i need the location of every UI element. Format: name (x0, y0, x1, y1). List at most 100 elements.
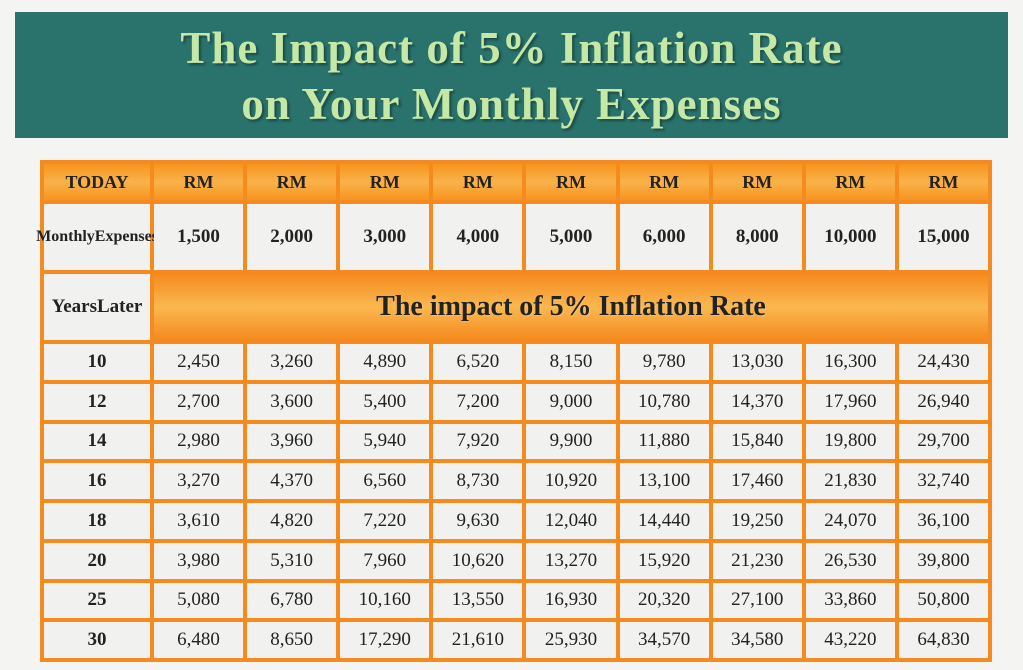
value-cell: 14,440 (619, 503, 709, 539)
currency-header: RM (340, 164, 430, 200)
value-cell: 16,300 (805, 344, 895, 380)
currency-header: RM (154, 164, 244, 200)
value-cell: 13,270 (526, 542, 616, 579)
value-cell: 2,980 (154, 423, 244, 460)
value-cell: 50,800 (898, 582, 988, 619)
value-cell: 10,780 (619, 383, 709, 420)
value-cell: 13,030 (712, 344, 802, 380)
monthly-expense-value: 2,000 (247, 204, 337, 270)
currency-header: RM (898, 164, 988, 200)
value-cell: 36,100 (898, 503, 988, 539)
value-cell: 17,460 (712, 463, 802, 499)
value-cell: 9,000 (526, 383, 616, 420)
years-cell: 25 (44, 582, 150, 619)
value-cell: 17,960 (805, 383, 895, 420)
value-cell: 3,980 (154, 542, 244, 579)
years-cell: 12 (44, 383, 150, 420)
value-cell: 8,650 (247, 622, 337, 658)
value-cell: 8,730 (433, 463, 523, 499)
monthly-expenses-label: Monthly Expenses (36, 204, 158, 270)
monthly-expense-value: 6,000 (619, 204, 709, 270)
value-cell: 3,960 (247, 423, 337, 460)
value-cell: 24,430 (898, 344, 988, 380)
monthly-expense-value: 10,000 (805, 204, 895, 270)
value-cell: 4,890 (340, 344, 430, 380)
value-cell: 2,450 (154, 344, 244, 380)
value-cell: 34,580 (712, 622, 802, 658)
years-cell: 30 (44, 622, 150, 658)
value-cell: 9,780 (619, 344, 709, 380)
monthly-expense-value: 3,000 (340, 204, 430, 270)
inflation-table: TODAY RM RM RM RM RM RM RM RM RM Monthly Expenses 1,… (36, 160, 992, 662)
value-cell: 5,400 (340, 383, 430, 420)
value-cell: 43,220 (805, 622, 895, 658)
value-cell: 7,960 (340, 542, 430, 579)
years-cell: 16 (44, 463, 150, 499)
value-cell: 26,940 (898, 383, 988, 420)
value-cell: 11,880 (619, 423, 709, 460)
currency-header: RM (712, 164, 802, 200)
currency-header: RM (526, 164, 616, 200)
value-cell: 14,370 (712, 383, 802, 420)
value-cell: 24,070 (805, 503, 895, 539)
label-line: Monthly (36, 228, 95, 245)
value-cell: 3,270 (154, 463, 244, 499)
value-cell: 7,920 (433, 423, 523, 460)
value-cell: 21,230 (712, 542, 802, 579)
value-cell: 5,940 (340, 423, 430, 460)
value-cell: 21,830 (805, 463, 895, 499)
value-cell: 4,370 (247, 463, 337, 499)
value-cell: 19,250 (712, 503, 802, 539)
value-cell: 29,700 (898, 423, 988, 460)
years-cell: 18 (44, 503, 150, 539)
value-cell: 3,260 (247, 344, 337, 380)
impact-band: The impact of 5% Inflation Rate (154, 274, 988, 340)
value-cell: 27,100 (712, 582, 802, 619)
monthly-expense-value: 8,000 (712, 204, 802, 270)
value-cell: 34,570 (619, 622, 709, 658)
value-cell: 12,040 (526, 503, 616, 539)
years-cell: 20 (44, 542, 150, 579)
title-banner: The Impact of 5% Inflation Rate on Your … (15, 12, 1008, 138)
today-header: TODAY (44, 164, 150, 200)
value-cell: 6,520 (433, 344, 523, 380)
years-later-label: Years Later (44, 274, 150, 340)
currency-header: RM (433, 164, 523, 200)
value-cell: 26,530 (805, 542, 895, 579)
value-cell: 25,930 (526, 622, 616, 658)
monthly-expense-value: 4,000 (433, 204, 523, 270)
value-cell: 3,600 (247, 383, 337, 420)
value-cell: 20,320 (619, 582, 709, 619)
value-cell: 8,150 (526, 344, 616, 380)
value-cell: 21,610 (433, 622, 523, 658)
value-cell: 16,930 (526, 582, 616, 619)
monthly-expense-value: 5,000 (526, 204, 616, 270)
years-cell: 10 (44, 344, 150, 380)
value-cell: 5,310 (247, 542, 337, 579)
value-cell: 17,290 (340, 622, 430, 658)
value-cell: 9,900 (526, 423, 616, 460)
value-cell: 19,800 (805, 423, 895, 460)
monthly-expense-value: 1,500 (154, 204, 244, 270)
value-cell: 15,920 (619, 542, 709, 579)
currency-header: RM (805, 164, 895, 200)
currency-header: RM (619, 164, 709, 200)
monthly-expense-value: 15,000 (898, 204, 988, 270)
value-cell: 9,630 (433, 503, 523, 539)
value-cell: 7,200 (433, 383, 523, 420)
value-cell: 13,100 (619, 463, 709, 499)
label-line: Expenses (94, 228, 158, 245)
value-cell: 2,700 (154, 383, 244, 420)
value-cell: 3,610 (154, 503, 244, 539)
currency-header: RM (247, 164, 337, 200)
value-cell: 64,830 (898, 622, 988, 658)
value-cell: 32,740 (898, 463, 988, 499)
value-cell: 39,800 (898, 542, 988, 579)
value-cell: 6,780 (247, 582, 337, 619)
label-line: Years (51, 296, 97, 317)
value-cell: 10,160 (340, 582, 430, 619)
value-cell: 5,080 (154, 582, 244, 619)
label-line: Later (97, 296, 143, 317)
title-line-1: The Impact of 5% Inflation Rate (180, 23, 843, 73)
value-cell: 33,860 (805, 582, 895, 619)
